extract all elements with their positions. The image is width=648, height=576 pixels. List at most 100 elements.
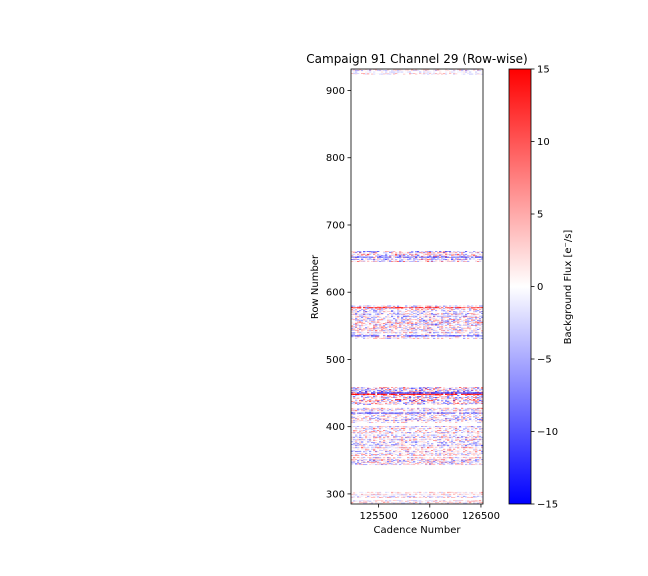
heatmap-cell <box>351 417 354 418</box>
heatmap-cell <box>377 402 380 404</box>
heatmap-cell <box>421 437 424 439</box>
heatmap-cell <box>387 442 390 443</box>
heatmap-cell <box>455 330 458 332</box>
heatmap-cell <box>425 411 428 413</box>
heatmap-cell <box>397 322 400 324</box>
heatmap-cell <box>397 411 400 413</box>
heatmap-cell <box>399 403 402 405</box>
heatmap-cell <box>447 407 450 409</box>
heatmap-cell <box>435 387 438 389</box>
heatmap-cell <box>431 325 434 326</box>
heatmap-cell <box>395 462 398 464</box>
heatmap-cell <box>409 409 412 411</box>
heatmap-cell <box>435 332 438 334</box>
heatmap-cell <box>369 501 372 503</box>
heatmap-cell <box>471 426 474 428</box>
heatmap-cell <box>389 322 392 324</box>
heatmap-cell <box>381 319 384 320</box>
heatmap-cell <box>409 493 412 495</box>
heatmap-cell <box>355 434 358 436</box>
heatmap-cell <box>453 448 456 450</box>
heatmap-cell <box>435 450 438 452</box>
heatmap-cell <box>357 389 360 390</box>
heatmap-cell <box>377 403 380 405</box>
heatmap-cell <box>421 432 424 433</box>
heatmap-cell <box>405 451 408 453</box>
heatmap-cell <box>359 420 362 422</box>
heatmap-cell <box>401 460 404 461</box>
heatmap-cell <box>451 454 454 456</box>
heatmap-cell <box>385 462 388 464</box>
heatmap-cell <box>357 495 360 497</box>
heatmap-cell <box>431 322 434 324</box>
heatmap-cell <box>459 462 462 464</box>
heatmap-cell <box>387 456 390 458</box>
heatmap-cell <box>353 443 356 445</box>
heatmap-cell <box>427 408 430 410</box>
heatmap-cell <box>439 499 442 501</box>
heatmap-cell <box>431 452 434 454</box>
heatmap-cell <box>385 461 388 463</box>
heatmap-cell <box>451 441 454 443</box>
heatmap-cell <box>359 409 362 410</box>
heatmap-cell <box>421 395 424 396</box>
heatmap-cell <box>393 401 396 402</box>
heatmap-cell <box>357 444 360 446</box>
heatmap-cell <box>371 494 374 496</box>
heatmap-cell <box>353 441 356 443</box>
heatmap-cell <box>371 403 374 405</box>
heatmap-cell <box>405 323 408 324</box>
heatmap-cell <box>361 437 364 439</box>
heatmap-cell <box>401 319 404 321</box>
heatmap-cell <box>479 419 482 421</box>
heatmap-cell <box>469 500 472 502</box>
heatmap-cell <box>393 397 396 398</box>
heatmap-cell <box>475 327 478 329</box>
heatmap-cell <box>469 448 472 450</box>
heatmap-cell <box>383 327 386 329</box>
heatmap-cell <box>447 495 450 497</box>
heatmap-cell <box>467 432 470 434</box>
heatmap-cell <box>421 403 424 405</box>
heatmap-cell <box>425 461 428 463</box>
heatmap-cell <box>463 446 466 448</box>
heatmap-cell <box>475 409 478 410</box>
heatmap-cell <box>453 325 456 326</box>
heatmap-cell <box>357 397 360 399</box>
heatmap-cell <box>453 426 456 428</box>
heatmap-cell <box>447 496 450 498</box>
heatmap-cell <box>359 327 362 328</box>
heatmap-cell <box>363 439 366 441</box>
heatmap-cell <box>423 322 426 324</box>
heatmap-cell <box>421 457 424 459</box>
heatmap-cell <box>371 329 374 331</box>
heatmap-cell <box>467 321 470 323</box>
heatmap-cell <box>415 446 418 448</box>
heatmap-cell <box>411 411 414 413</box>
heatmap-cell <box>369 411 372 413</box>
heatmap-cell <box>363 389 366 390</box>
heatmap-cell <box>441 410 444 412</box>
heatmap-cell <box>383 387 386 388</box>
heatmap-cell <box>471 501 474 503</box>
heatmap-cell <box>367 393 370 394</box>
heatmap-cell <box>445 459 448 461</box>
heatmap-cell <box>387 494 390 496</box>
heatmap-cell <box>381 464 384 466</box>
heatmap-cell <box>431 391 434 393</box>
heatmap-cell <box>473 499 476 501</box>
heatmap-cell <box>363 395 366 396</box>
heatmap-cell <box>371 444 374 446</box>
heatmap-cell <box>423 399 426 400</box>
heatmap-cell <box>467 496 470 498</box>
heatmap-cell <box>457 419 460 420</box>
heatmap-cell <box>375 389 378 391</box>
heatmap-cell <box>467 396 470 398</box>
heatmap-cell <box>391 496 394 498</box>
heatmap-cell <box>453 443 456 445</box>
heatmap-cell <box>415 432 418 434</box>
heatmap-cell <box>447 418 450 420</box>
heatmap-cell <box>459 409 462 410</box>
heatmap-cell <box>459 494 462 496</box>
heatmap-cell <box>457 436 460 438</box>
